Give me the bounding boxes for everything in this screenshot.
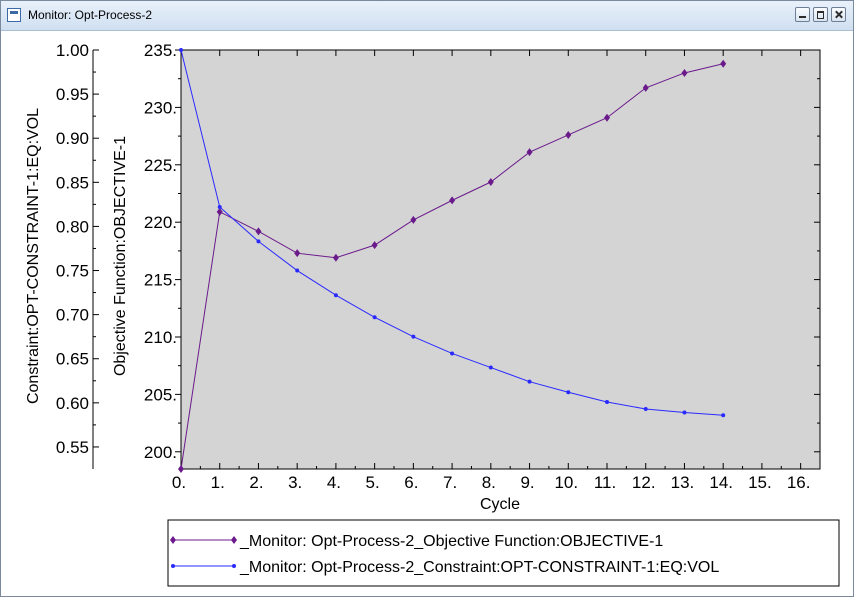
data-point-objective [332,253,339,262]
objective-axis-tick-label: 235. [144,41,177,60]
data-point-constraint [411,334,416,339]
legend-marker-constraint-end [232,564,236,568]
right-axis-title: Objective Function:OBJECTIVE-1 [112,136,129,376]
left-axis-tick-label: 0.95 [56,85,89,104]
legend-box [167,519,840,587]
objective-axis-tick-label: 215. [144,271,177,290]
data-point-constraint [256,239,261,244]
objective-axis-tick-label: 200. [144,443,177,462]
x-axis-tick-label: 8. [482,473,496,492]
data-point-constraint [643,407,648,412]
x-axis-tick-label: 13. [671,473,695,492]
window-title: Monitor: Opt-Process-2 [28,8,153,22]
data-point-constraint [450,351,455,356]
left-axis-tick-label: 0.70 [56,306,89,325]
left-axis-tick-label: 0.65 [56,350,89,369]
plot-area [180,49,821,470]
objective-axis-tick-label: 220. [144,213,177,232]
x-axis-title: Cycle [480,496,520,513]
title-bar[interactable]: Monitor: Opt-Process-2 [1,1,853,31]
data-point-objective [449,196,456,205]
objective-axis-tick-label: 210. [144,328,177,347]
legend-marker-constraint [171,564,175,568]
data-point-objective [410,215,417,224]
left-axis-tick-label: 0.85 [56,173,89,192]
data-point-objective [216,207,223,216]
legend: _Monitor: Opt-Process-2_Objective Functi… [167,519,840,587]
data-point-objective [487,178,494,187]
data-point-constraint [682,410,687,415]
objective-axis-tick-label: 225. [144,156,177,175]
left-axis-title-group: Constraint:OPT-CONSTRAINT-1:EQ:VOL [25,108,42,404]
data-point-constraint [333,293,338,298]
x-axis-tick-label: 11. [594,473,616,492]
data-point-constraint [217,205,222,210]
legend-marker-objective [170,536,176,544]
x-axis-tick-label: 16. [787,473,811,492]
app-window-icon [7,8,21,22]
x-axis-tick-label: 12. [632,473,656,492]
data-point-constraint [295,268,300,273]
axes: 0.55 0.60 0.65 0.70 0.75 0.80 0.85 0.90 0.95 1.00… [56,41,821,492]
data-point-objective [720,59,727,68]
left-axis-tick-label: 0.90 [56,129,89,148]
series-layer [178,48,727,473]
data-point-objective [526,148,533,157]
x-axis-tick-label: 10. [554,473,578,492]
x-axis-tick-label: 5. [366,473,380,492]
legend-label-constraint: _Monitor: Opt-Process-2_Constraint:OPT-C… [239,559,719,576]
data-point-objective [294,249,301,258]
x-axis-tick-label: 15. [748,473,772,492]
data-point-objective [681,68,688,77]
left-axis-tick-label: 0.60 [56,394,89,413]
objective-axis-tick-label: 230. [144,98,177,117]
x-axis-tick-label: 3. [288,473,302,492]
close-icon[interactable] [831,7,846,22]
data-point-constraint [721,413,726,418]
objective-axis-tick-label: 205. [144,385,177,404]
data-point-constraint [372,315,377,320]
x-axis-tick-label: 9. [520,473,534,492]
maximize-icon[interactable] [813,7,828,22]
left-axis-tick-label: 1.00 [56,41,89,60]
data-point-objective [642,83,649,92]
data-point-objective [255,227,262,236]
x-axis-tick-label: 7. [443,473,457,492]
x-axis-title-group: Cycle [480,496,520,513]
legend-marker-objective-end [231,536,237,544]
data-point-constraint [488,365,493,370]
x-axis-tick-label: 2. [249,473,263,492]
data-point-objective [371,241,378,250]
left-axis-tick-label: 0.75 [56,262,89,281]
x-axis-tick-label: 6. [404,473,418,492]
data-point-constraint [527,379,532,384]
x-axis-tick-label: 4. [327,473,341,492]
right-axis-title-group: Objective Function:OBJECTIVE-1 [112,136,129,376]
minimize-icon[interactable] [795,7,810,22]
left-axis-tick-label: 0.55 [56,438,89,457]
legend-label-objective: _Monitor: Opt-Process-2_Objective Functi… [239,533,663,550]
data-point-constraint [605,399,609,404]
data-point-constraint [179,48,183,52]
data-point-objective [565,130,572,139]
left-axis-title: Constraint:OPT-CONSTRAINT-1:EQ:VOL [25,108,42,404]
left-axis-tick-label: 0.80 [56,217,89,236]
x-axis-tick-label: 0. [172,473,186,492]
x-axis-tick-label: 14. [709,473,733,492]
data-point-constraint [566,390,571,395]
data-point-objective [604,113,610,122]
x-axis-tick-label: 1. [211,473,225,492]
data-point-objective [178,465,184,473]
